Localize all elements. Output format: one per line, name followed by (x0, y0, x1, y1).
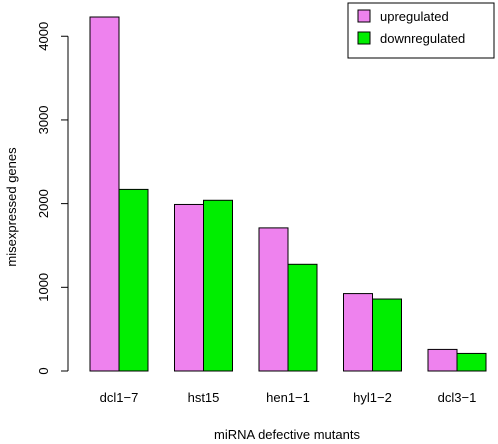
y-tick-label: 3000 (36, 105, 51, 134)
y-axis: 0 1000 2000 3000 4000 (36, 22, 69, 375)
legend-box (347, 2, 495, 59)
bar-upregulated-4 (343, 293, 373, 372)
legend: upregulated downregulated (347, 2, 495, 59)
y-tick-label: 1000 (36, 273, 51, 302)
y-tick-label: 0 (36, 367, 51, 374)
x-tick-label: hen1−1 (266, 390, 310, 405)
bar-downregulated-3 (287, 263, 318, 372)
bar-upregulated-1 (89, 16, 120, 372)
x-axis-title: miRNA defective mutants (214, 427, 360, 442)
bar-downregulated-2 (203, 199, 233, 372)
legend-label-upregulated: upregulated (380, 9, 449, 24)
x-tick-labels: dcl1−7 hst15 hen1−1 hyl1−2 dcl3−1 (100, 390, 477, 405)
x-tick-label: dcl1−7 (100, 390, 139, 405)
y-tick-label: 2000 (36, 189, 51, 218)
legend-label-downregulated: downregulated (380, 31, 465, 46)
bars (89, 16, 487, 372)
y-axis-title: misexpressed genes (4, 147, 19, 267)
legend-swatch-upregulated (357, 9, 371, 23)
bar-upregulated-2 (174, 203, 204, 372)
y-tick-label: 4000 (36, 22, 51, 51)
legend-swatch-downregulated (357, 31, 371, 45)
x-tick-label: dcl3−1 (438, 390, 477, 405)
x-tick-label: hst15 (188, 390, 220, 405)
bar-downregulated-1 (118, 188, 149, 372)
bar-upregulated-5 (427, 348, 458, 372)
bar-downregulated-5 (456, 352, 487, 372)
x-tick-label: hyl1−2 (353, 390, 392, 405)
bar-downregulated-4 (372, 298, 402, 372)
bar-upregulated-3 (258, 227, 289, 372)
